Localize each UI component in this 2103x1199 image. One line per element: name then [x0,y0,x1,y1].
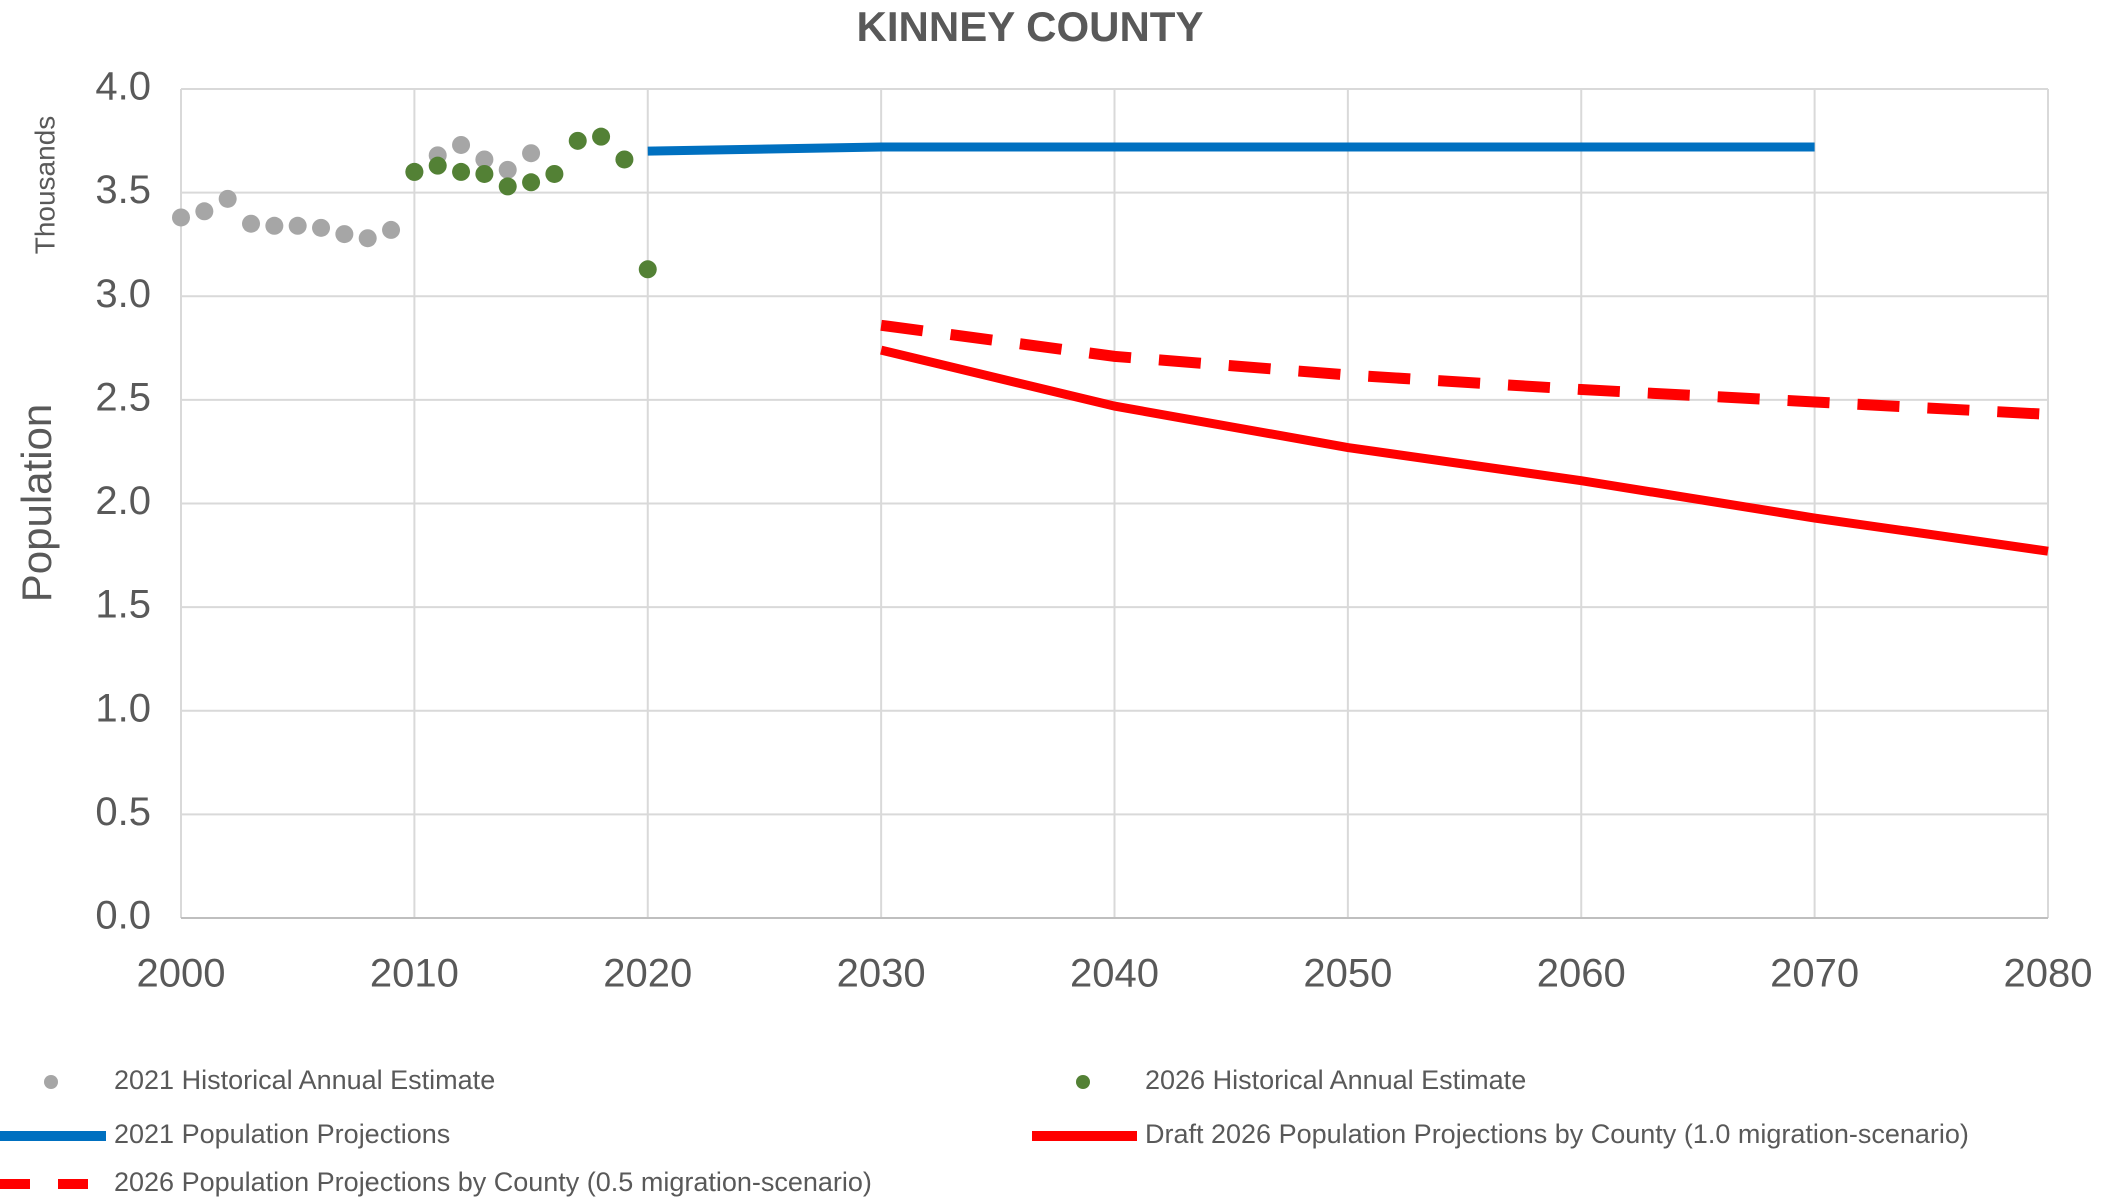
point [452,162,471,181]
line [647,142,1815,156]
x-tick-label: 2040 [1070,952,1159,996]
x-tick-label: 2050 [1303,952,1392,996]
y-tick-label: 2.0 [95,479,151,523]
legend-label: 2026 Historical Annual Estimate [1145,1065,1526,1095]
y-tick-label: 0.0 [95,894,151,938]
y-unit-label: Thousands [29,116,60,255]
y-axis-label: Population [13,404,60,603]
point [475,164,494,183]
y-tick-label: 1.5 [95,583,151,627]
point [522,144,541,163]
x-tick-label: 2000 [137,952,226,996]
x-tick-label: 2070 [1770,952,1859,996]
point [545,164,564,183]
point [242,214,261,233]
legend-marker [44,1075,58,1089]
point [195,202,214,221]
point [218,189,237,208]
legend-label: 2026 Population Projections by County (0… [114,1167,872,1197]
y-tick-label: 4.0 [95,65,151,109]
x-tick-label: 2020 [603,952,692,996]
legend-label: 2021 Historical Annual Estimate [114,1065,495,1095]
point [265,216,284,235]
point [638,260,657,279]
point [312,218,331,237]
point [498,160,517,179]
legend-label: Draft 2026 Population Projections by Cou… [1145,1119,1969,1149]
point [335,225,354,244]
point [568,131,587,150]
point [615,150,634,169]
point [382,220,401,239]
point [475,150,494,169]
legend-label: 2021 Population Projections [114,1119,450,1149]
point [498,177,517,196]
point [405,162,424,181]
point [172,208,190,227]
line [880,345,2049,556]
y-tick-label: 1.0 [95,686,151,730]
x-tick-label: 2010 [370,952,459,996]
line [880,319,2049,420]
point [288,216,307,235]
x-tick-label: 2080 [2004,952,2093,996]
y-tick-label: 2.5 [95,375,151,419]
y-tick-label: 0.5 [95,790,151,834]
legend-marker [1076,1075,1090,1089]
point [522,173,541,192]
x-tick-label: 2060 [1537,952,1626,996]
point [592,127,611,146]
x-tick-label: 2030 [837,952,926,996]
y-tick-label: 3.5 [95,168,151,212]
point [358,229,377,248]
point [428,156,447,175]
y-tick-label: 3.0 [95,272,151,316]
chart-title: KINNEY COUNTY [857,3,1204,50]
point [452,135,471,154]
